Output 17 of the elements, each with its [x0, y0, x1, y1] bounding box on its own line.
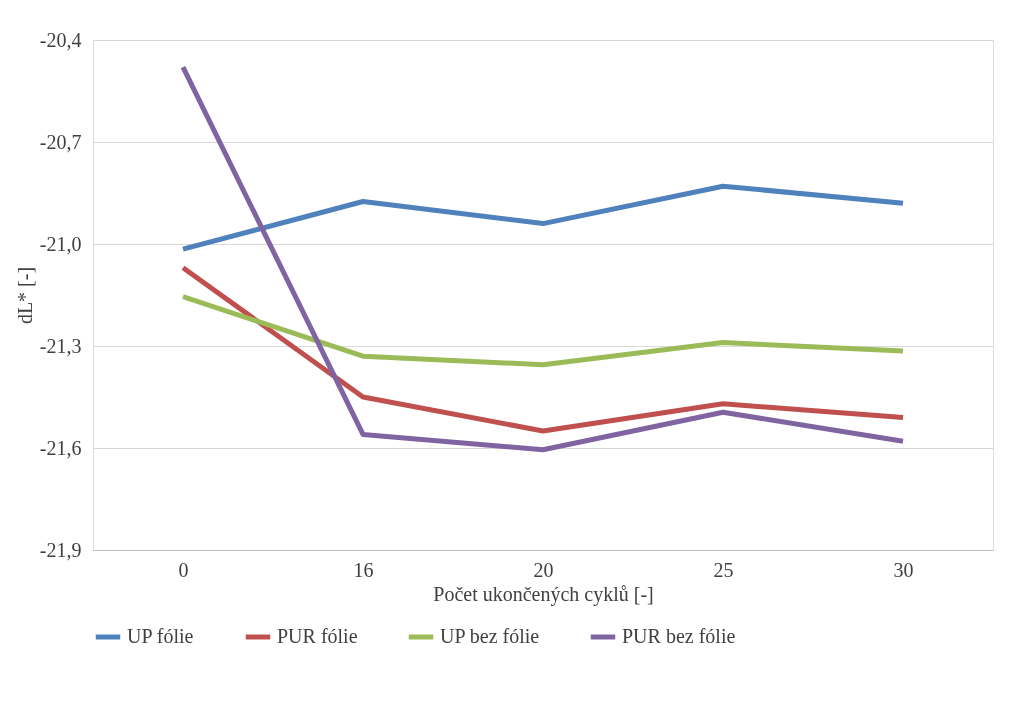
legend-label: UP fólie — [127, 625, 194, 647]
legend-label: UP bez fólie — [440, 625, 540, 647]
x-tick-label: 30 — [893, 558, 914, 581]
y-tick-label: -20,7 — [39, 130, 82, 153]
y-tick-label: -21,9 — [39, 538, 82, 561]
y-axis-title: dL* [-] — [13, 266, 36, 325]
x-axis-title: Počet ukončených cyklů [-] — [433, 582, 654, 606]
legend-label: PUR bez fólie — [622, 625, 736, 647]
y-tick-label: -20,4 — [39, 28, 82, 51]
y-tick-label: -21,6 — [39, 436, 82, 459]
x-tick-label: 20 — [533, 558, 554, 581]
x-tick-label: 25 — [713, 558, 734, 581]
y-tick-label: -21,3 — [39, 334, 82, 357]
legend-label: PUR fólie — [277, 625, 358, 647]
x-tick-label: 0 — [178, 558, 189, 581]
x-tick-label: 16 — [353, 558, 374, 581]
y-tick-label: -21,0 — [39, 232, 82, 255]
